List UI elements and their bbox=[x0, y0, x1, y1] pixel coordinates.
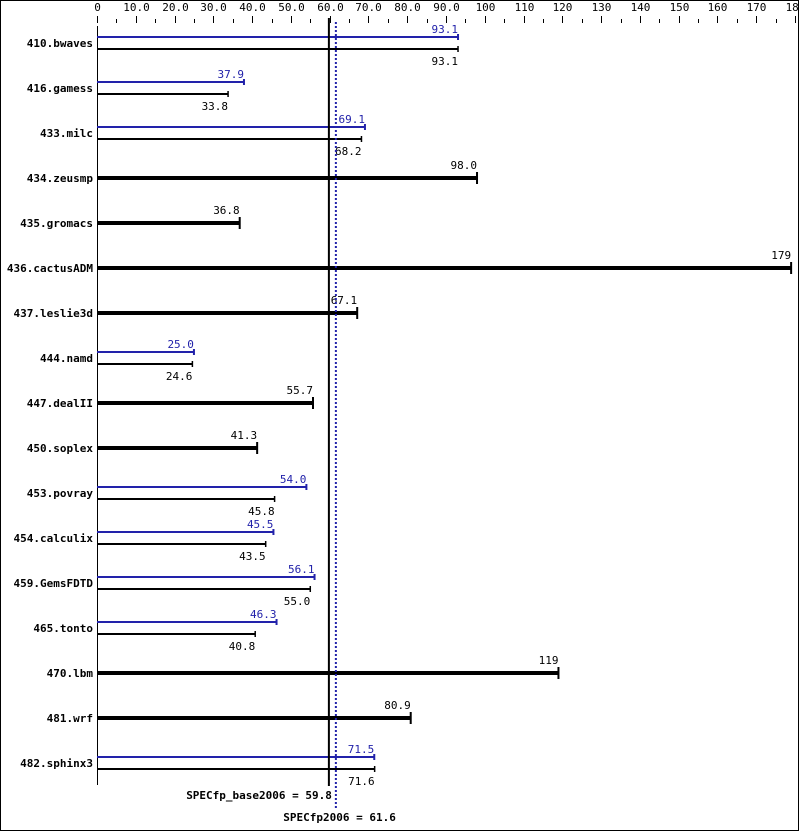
x-tick-label: 20.0 bbox=[162, 1, 189, 14]
x-tick-label: 120 bbox=[553, 1, 573, 14]
x-tick-label: 150 bbox=[670, 1, 690, 14]
base-value-label: 55.7 bbox=[286, 384, 313, 397]
base-value-label: 33.8 bbox=[202, 100, 229, 113]
x-tick-label: 100 bbox=[476, 1, 496, 14]
peak-value-label: 46.3 bbox=[250, 608, 277, 621]
base-value-label: 98.0 bbox=[451, 159, 478, 172]
peak-value-label: 69.1 bbox=[338, 113, 365, 126]
benchmark-label: 410.bwaves bbox=[27, 37, 93, 50]
base-value-label: 80.9 bbox=[384, 699, 411, 712]
base-value-label: 68.2 bbox=[335, 145, 362, 158]
x-tick-label: 70.0 bbox=[355, 1, 382, 14]
benchmark-label: 416.gamess bbox=[27, 82, 93, 95]
benchmark-label: 434.zeusmp bbox=[27, 172, 94, 185]
x-tick-label: 60.0 bbox=[317, 1, 344, 14]
peak-value-label: 54.0 bbox=[280, 473, 307, 486]
base-value-label: 71.6 bbox=[348, 775, 375, 788]
x-tick-label: 140 bbox=[631, 1, 651, 14]
benchmark-label: 450.soplex bbox=[27, 442, 94, 455]
base-value-label: 36.8 bbox=[213, 204, 240, 217]
x-tick-label: 40.0 bbox=[239, 1, 266, 14]
benchmark-label: 435.gromacs bbox=[20, 217, 93, 230]
x-tick-label: 110 bbox=[515, 1, 535, 14]
x-tick-label: 130 bbox=[592, 1, 612, 14]
x-tick-label: 170 bbox=[747, 1, 767, 14]
x-tick-label: 30.0 bbox=[200, 1, 227, 14]
base-value-label: 119 bbox=[539, 654, 559, 667]
x-tick-label: 80.0 bbox=[394, 1, 421, 14]
base-value-label: 179 bbox=[771, 249, 791, 262]
base-value-label: 55.0 bbox=[284, 595, 311, 608]
benchmark-label: 453.povray bbox=[27, 487, 94, 500]
x-tick-label: 160 bbox=[708, 1, 728, 14]
benchmark-label: 465.tonto bbox=[33, 622, 93, 635]
base-value-label: 93.1 bbox=[432, 55, 459, 68]
base-value-label: 41.3 bbox=[231, 429, 258, 442]
base-value-label: 40.8 bbox=[229, 640, 256, 653]
benchmark-label: 470.lbm bbox=[47, 667, 94, 680]
base-value-label: 24.6 bbox=[166, 370, 193, 383]
base-value-label: 43.5 bbox=[239, 550, 266, 563]
benchmark-label: 436.cactusADM bbox=[7, 262, 93, 275]
peak-value-label: 37.9 bbox=[217, 68, 244, 81]
base-value-label: 45.8 bbox=[248, 505, 275, 518]
x-tick-label: 90.0 bbox=[433, 1, 460, 14]
x-tick-label: 50.0 bbox=[278, 1, 305, 14]
benchmark-label: 459.GemsFDTD bbox=[14, 577, 94, 590]
x-tick-label: 0 bbox=[94, 1, 101, 14]
peak-value-label: 45.5 bbox=[247, 518, 274, 531]
benchmark-label: 444.namd bbox=[40, 352, 93, 365]
x-tick-label: 10.0 bbox=[123, 1, 150, 14]
peak-value-label: 56.1 bbox=[288, 563, 315, 576]
benchmark-label: 481.wrf bbox=[47, 712, 93, 725]
benchmark-label: 447.dealII bbox=[27, 397, 93, 410]
x-tick-label: 180 bbox=[786, 1, 799, 14]
benchmark-label: 433.milc bbox=[40, 127, 93, 140]
peak-value-label: 71.5 bbox=[348, 743, 375, 756]
peak-reference-label: SPECfp2006 = 61.6 bbox=[283, 811, 396, 824]
benchmark-label: 437.leslie3d bbox=[14, 307, 93, 320]
peak-value-label: 93.1 bbox=[432, 23, 459, 36]
benchmark-label: 482.sphinx3 bbox=[20, 757, 93, 770]
base-value-label: 67.1 bbox=[331, 294, 358, 307]
benchmark-label: 454.calculix bbox=[14, 532, 94, 545]
peak-value-label: 25.0 bbox=[167, 338, 194, 351]
base-reference-label: SPECfp_base2006 = 59.8 bbox=[186, 789, 332, 802]
